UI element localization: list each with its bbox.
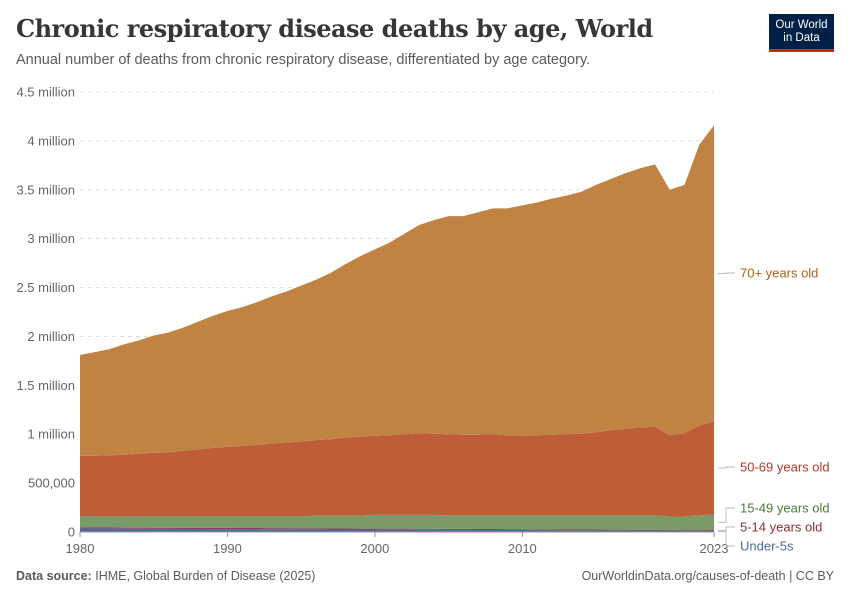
owid-logo[interactable]: Our World in Data (769, 14, 834, 52)
label-connector (718, 526, 735, 531)
x-tick-label: 1980 (66, 541, 95, 556)
area-under-5s (80, 528, 714, 532)
y-tick-label: 2 million (27, 329, 75, 344)
series-label: 5-14 years old (740, 520, 822, 535)
y-tick-label: 4.5 million (16, 85, 75, 100)
y-tick-label: 500,000 (28, 476, 75, 491)
y-tick-label: 1 million (27, 427, 75, 442)
source-text: IHME, Global Burden of Disease (2025) (95, 569, 316, 583)
series-label: 50-69 years old (740, 460, 830, 475)
x-tick-label: 1990 (213, 541, 242, 556)
area-5-14-years-old (80, 527, 714, 531)
chart-title: Chronic respiratory disease deaths by ag… (16, 14, 653, 43)
series-label: Under-5s (740, 539, 794, 554)
data-source: Data source: IHME, Global Burden of Dise… (16, 569, 315, 583)
x-tick-label: 2010 (508, 541, 537, 556)
area-15-49-years-old (80, 514, 714, 531)
label-connector (718, 466, 735, 469)
license-link[interactable]: OurWorldinData.org/causes-of-death | CC … (581, 569, 834, 583)
source-label: Data source: (16, 569, 92, 583)
label-connector (718, 507, 735, 523)
y-tick-label: 3.5 million (16, 182, 75, 197)
label-connector (718, 530, 735, 547)
series-label: 70+ years old (740, 266, 818, 281)
y-tick-label: 0 (68, 525, 75, 540)
area-70-years-old (80, 125, 714, 456)
y-tick-label: 4 million (27, 133, 75, 148)
x-tick-label: 2000 (360, 541, 389, 556)
y-tick-label: 1.5 million (16, 378, 75, 393)
series-label: 15-49 years old (740, 501, 830, 516)
chart-subtitle: Annual number of deaths from chronic res… (16, 52, 591, 68)
area-50-69-years-old (80, 421, 714, 517)
y-tick-label: 3 million (27, 231, 75, 246)
x-tick-label: 2023 (700, 541, 729, 556)
y-tick-label: 2.5 million (16, 280, 75, 295)
